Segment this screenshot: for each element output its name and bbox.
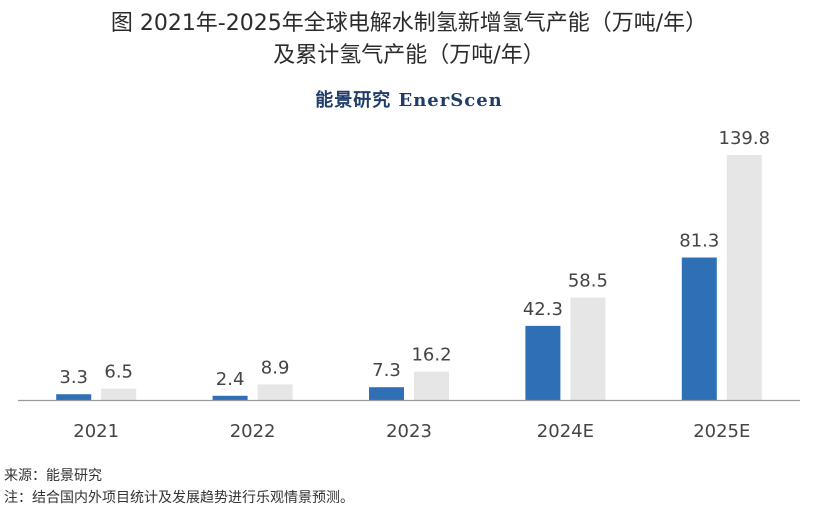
data-label-new-2024E: 42.3 <box>523 299 563 320</box>
data-label-new-2023: 7.3 <box>372 360 401 381</box>
x-tick-label-2022: 2022 <box>230 421 276 442</box>
chart-title-line2: 及累计氢气产能（万吨/年） <box>273 43 545 68</box>
bar-cumulative-2021 <box>101 388 137 400</box>
bar-new-2024E <box>525 325 561 400</box>
data-label-cumulative-2022: 8.9 <box>261 357 290 378</box>
data-label-cumulative-2024E: 58.5 <box>568 270 608 291</box>
source-note: 来源：能景研究 <box>4 468 102 484</box>
chart-title-line1: 图 2021年-2025年全球电解水制氢新增氢气产能（万吨/年） <box>110 11 708 36</box>
x-tick-label-2024E: 2024E <box>537 421 594 442</box>
bar-new-2025E <box>681 257 717 400</box>
data-label-new-2022: 2.4 <box>216 369 245 390</box>
data-label-cumulative-2021: 6.5 <box>104 362 133 383</box>
data-label-cumulative-2025E: 139.8 <box>719 128 771 149</box>
bar-new-2022 <box>212 395 248 400</box>
bar-cumulative-2022 <box>257 384 293 400</box>
x-tick-label-2021: 2021 <box>73 421 119 442</box>
x-tick-label-2023: 2023 <box>386 421 432 442</box>
footnote: 注：结合国内外项目统计及发展趋势进行乐观情景预测。 <box>4 490 354 506</box>
data-label-cumulative-2023: 16.2 <box>411 345 451 366</box>
bar-cumulative-2025E <box>726 155 762 400</box>
bar-new-2023 <box>369 387 404 400</box>
data-label-new-2021: 3.3 <box>59 367 88 388</box>
brand-logo-text: 能景研究 EnerScen <box>315 90 503 111</box>
bar-cumulative-2024E <box>570 297 606 400</box>
bar-new-2021 <box>56 394 92 400</box>
bar-cumulative-2023 <box>414 371 449 400</box>
x-tick-label-2025E: 2025E <box>693 421 750 442</box>
data-label-new-2025E: 81.3 <box>679 231 719 252</box>
